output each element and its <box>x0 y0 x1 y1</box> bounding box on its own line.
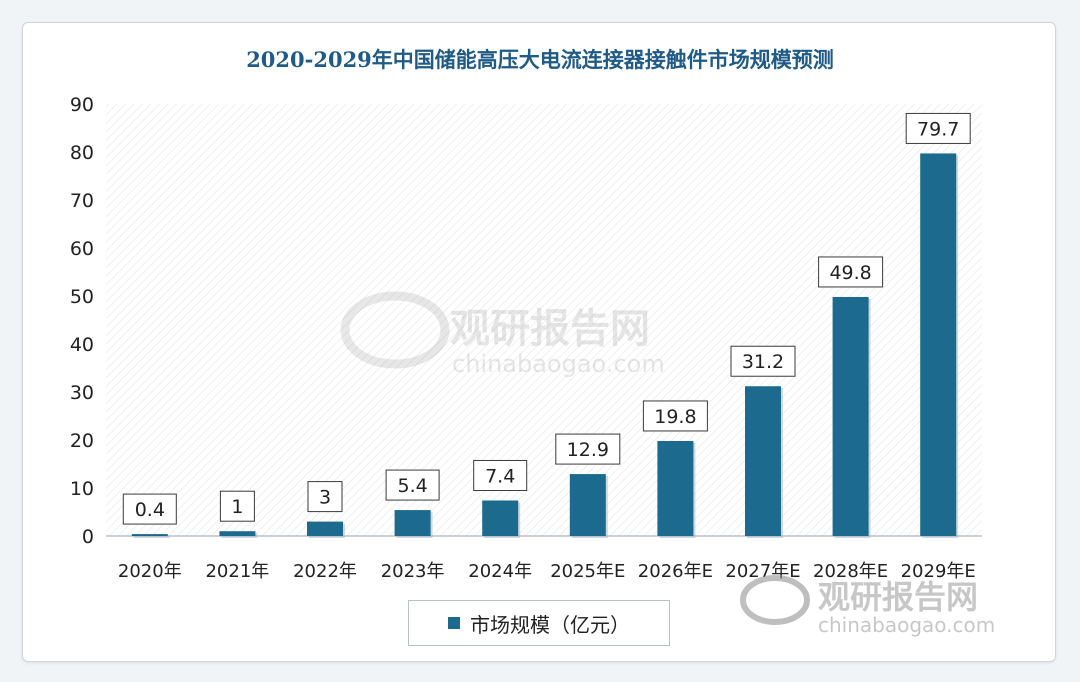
watermark-corner: 观研报告网 chinabaogao.com <box>740 575 995 637</box>
legend-swatch <box>448 617 460 629</box>
data-label: 79.7 <box>917 118 959 140</box>
x-tick-label: 2020年 <box>118 561 182 582</box>
y-tick-label: 10 <box>70 478 94 500</box>
bar <box>131 534 168 536</box>
data-label: 5.4 <box>397 475 427 497</box>
watermark-logo-icon <box>340 291 450 369</box>
watermark-center-name: 观研报告网 <box>450 306 650 352</box>
x-tick-label: 2028年E <box>813 561 888 582</box>
data-label: 7.4 <box>485 465 515 487</box>
y-tick-label: 0 <box>82 526 94 548</box>
watermark-corner-logo-icon <box>740 575 810 625</box>
data-label-box <box>730 345 796 377</box>
bar <box>307 521 343 536</box>
x-tick-label: 2029年E <box>901 561 976 582</box>
data-label: 0.4 <box>135 499 165 521</box>
watermark-center-url: chinabaogao.com <box>452 350 665 378</box>
chart-title: 2020-2029年中国储能高压大电流连接器接触件市场规模预测 <box>246 47 834 72</box>
data-label-box <box>307 481 343 513</box>
data-label-box <box>219 490 255 522</box>
watermark-corner-url: chinabaogao.com <box>818 613 995 637</box>
data-label-box <box>473 459 528 491</box>
y-tick-label: 30 <box>70 382 94 404</box>
bar <box>657 440 694 536</box>
data-label: 3 <box>319 487 331 509</box>
data-label-box <box>385 469 440 501</box>
y-tick-label: 80 <box>70 142 94 164</box>
data-label: 31.2 <box>742 351 784 373</box>
watermark-corner-name: 观研报告网 <box>818 578 978 616</box>
legend-label: 市场规模（亿元） <box>470 612 630 637</box>
data-label-box <box>555 433 621 465</box>
data-label-box <box>818 256 884 288</box>
x-tick-label: 2023年 <box>381 561 445 582</box>
data-label: 49.8 <box>829 262 871 284</box>
bar <box>219 531 256 536</box>
bar <box>745 386 781 536</box>
data-label: 19.8 <box>654 406 696 428</box>
data-label-box <box>905 112 971 144</box>
data-label: 12.9 <box>567 439 609 461</box>
data-label-box <box>642 400 708 432</box>
x-tick-label: 2026年E <box>638 561 713 582</box>
x-tick-label: 2021年 <box>205 561 269 582</box>
bar <box>832 296 869 536</box>
data-label: 1 <box>231 496 243 518</box>
bar <box>569 474 606 536</box>
data-label-box <box>122 493 177 525</box>
y-tick-label: 50 <box>70 286 94 308</box>
bar <box>394 510 431 536</box>
bar <box>482 500 519 536</box>
y-tick-label: 20 <box>70 430 94 452</box>
bar-shadow <box>133 536 170 538</box>
legend: 市场规模（亿元） <box>408 600 670 646</box>
x-tick-label: 2025年E <box>550 561 625 582</box>
watermark-center: 观研报告网 chinabaogao.com <box>340 291 665 378</box>
y-tick-label: 70 <box>70 190 94 212</box>
y-tick-label: 60 <box>70 238 94 260</box>
y-tick-label: 90 <box>70 94 94 116</box>
y-tick-label: 40 <box>70 334 94 356</box>
x-tick-label: 2022年 <box>293 561 357 582</box>
bar <box>920 153 957 536</box>
x-tick-label: 2024年 <box>468 561 532 582</box>
